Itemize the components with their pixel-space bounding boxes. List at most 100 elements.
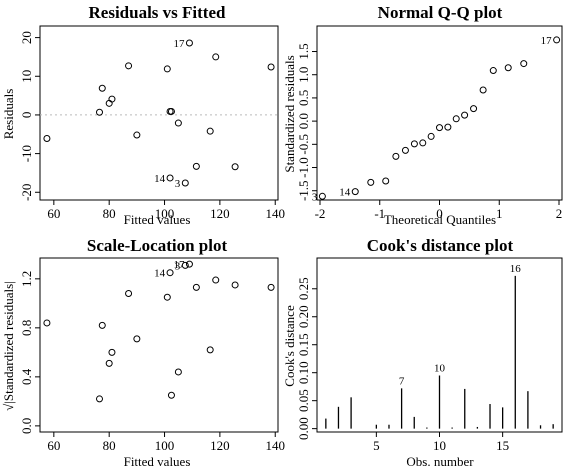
- data-point: [43, 135, 51, 143]
- data-point: [98, 321, 106, 329]
- y-tick-label: 10: [19, 70, 34, 83]
- data-point: [105, 99, 113, 107]
- panel-title: Cook's distance plot: [367, 236, 514, 255]
- y-tick-label: 0.00: [296, 417, 311, 440]
- x-tick-label: 1: [496, 206, 503, 221]
- data-point: [174, 119, 182, 127]
- data-point: [96, 108, 103, 116]
- plot-frame: [39, 257, 279, 433]
- y-tick-label: 0.4: [19, 368, 34, 385]
- x-tick-label: 60: [47, 206, 60, 221]
- x-tick-label: 10: [433, 438, 446, 453]
- data-point: [166, 174, 174, 182]
- data-point: [192, 162, 200, 170]
- data-point: [163, 293, 171, 301]
- data-point: [444, 123, 452, 131]
- y-tick-label: 0.0: [19, 418, 34, 434]
- x-tick-label: 100: [155, 438, 175, 453]
- data-point: [436, 124, 443, 132]
- y-tick-label: -0.5: [296, 134, 311, 155]
- scale-location-panel: Scale-Location plot Fitted values √|Stan…: [1, 236, 285, 468]
- data-point: [166, 269, 174, 277]
- data-point: [206, 346, 214, 354]
- data-point: [185, 260, 193, 268]
- data-point: [174, 368, 182, 376]
- data-point: [427, 132, 435, 140]
- data-point: [105, 359, 113, 367]
- data-point: [267, 283, 275, 291]
- data-point: [392, 152, 400, 160]
- data-point: [108, 348, 116, 356]
- point-label: 3: [175, 178, 181, 190]
- data-point: [192, 283, 200, 291]
- x-tick-label: 0: [436, 206, 443, 221]
- plot-frame: [316, 25, 563, 201]
- y-tick-label: 0.0: [296, 113, 311, 129]
- y-tick-label: -1.0: [296, 157, 311, 178]
- y-tick-label: -20: [19, 184, 34, 201]
- x-tick-label: -2: [315, 206, 326, 221]
- x-tick-label: 120: [210, 206, 230, 221]
- point-label: 17: [173, 38, 185, 50]
- x-tick-label: -1: [374, 206, 385, 221]
- data-point: [452, 115, 460, 123]
- data-point: [185, 39, 193, 47]
- data-point: [489, 67, 497, 75]
- point-label: 14: [154, 268, 166, 280]
- data-point: [470, 105, 478, 113]
- y-tick-label: 1.0: [296, 67, 311, 83]
- y-tick-label: 0.20: [296, 305, 311, 328]
- x-axis-label: Obs. number: [406, 454, 474, 468]
- data-point: [382, 177, 390, 185]
- plot-frame: [39, 25, 279, 201]
- data-point: [419, 139, 427, 147]
- x-tick-label: 120: [210, 438, 230, 453]
- data-point: [351, 188, 359, 196]
- x-tick-label: 60: [47, 438, 60, 453]
- y-tick-label: 1.2: [19, 271, 34, 287]
- y-tick-label: 0.05: [296, 389, 311, 412]
- data-point: [318, 192, 326, 200]
- y-tick-label: 20: [19, 31, 34, 44]
- data-point: [520, 60, 528, 68]
- data-point: [479, 86, 487, 94]
- residuals-vs-fitted-panel: Residuals vs Fitted Fitted values Residu…: [1, 3, 285, 227]
- y-tick-label: 0.25: [296, 277, 311, 300]
- cooks-distance-panel: Cook's distance plot Obs. number Cook's …: [282, 236, 563, 468]
- data-point: [133, 335, 141, 343]
- y-tick-label: 0.15: [296, 333, 311, 356]
- y-axis-label: Cook's distance: [282, 305, 297, 387]
- x-tick-label: 140: [265, 206, 285, 221]
- x-axis-label: Fitted values: [124, 212, 191, 227]
- data-point: [410, 140, 418, 148]
- data-point: [504, 64, 512, 72]
- panel-title: Scale-Location plot: [87, 236, 228, 255]
- data-point: [553, 36, 561, 44]
- point-label: 16: [510, 263, 522, 275]
- data-point: [181, 261, 189, 269]
- point-label: 3: [175, 260, 181, 272]
- x-axis-label: Fitted values: [124, 454, 191, 468]
- x-tick-label: 80: [103, 206, 116, 221]
- y-tick-label: -1.5: [296, 180, 311, 201]
- data-point: [125, 62, 133, 70]
- normal-qq-panel: Normal Q-Q plot Theoretical Quantiles St…: [282, 3, 563, 227]
- x-tick-label: 80: [103, 438, 116, 453]
- point-label: 10: [434, 362, 446, 374]
- data-point: [461, 111, 469, 119]
- data-point: [231, 281, 239, 289]
- y-tick-label: 1.5: [296, 43, 311, 59]
- data-point: [167, 107, 175, 115]
- point-label: 3: [312, 191, 318, 203]
- y-axis-label: Standardized residuals: [282, 55, 297, 172]
- y-axis-label: Residuals: [1, 89, 16, 140]
- data-point: [133, 131, 141, 139]
- x-tick-label: 2: [556, 206, 563, 221]
- data-point: [212, 276, 220, 284]
- point-label: 7: [399, 375, 405, 387]
- panel-title: Normal Q-Q plot: [378, 3, 503, 22]
- y-tick-label: 0: [19, 112, 34, 119]
- data-point: [167, 391, 175, 399]
- data-point: [231, 163, 239, 171]
